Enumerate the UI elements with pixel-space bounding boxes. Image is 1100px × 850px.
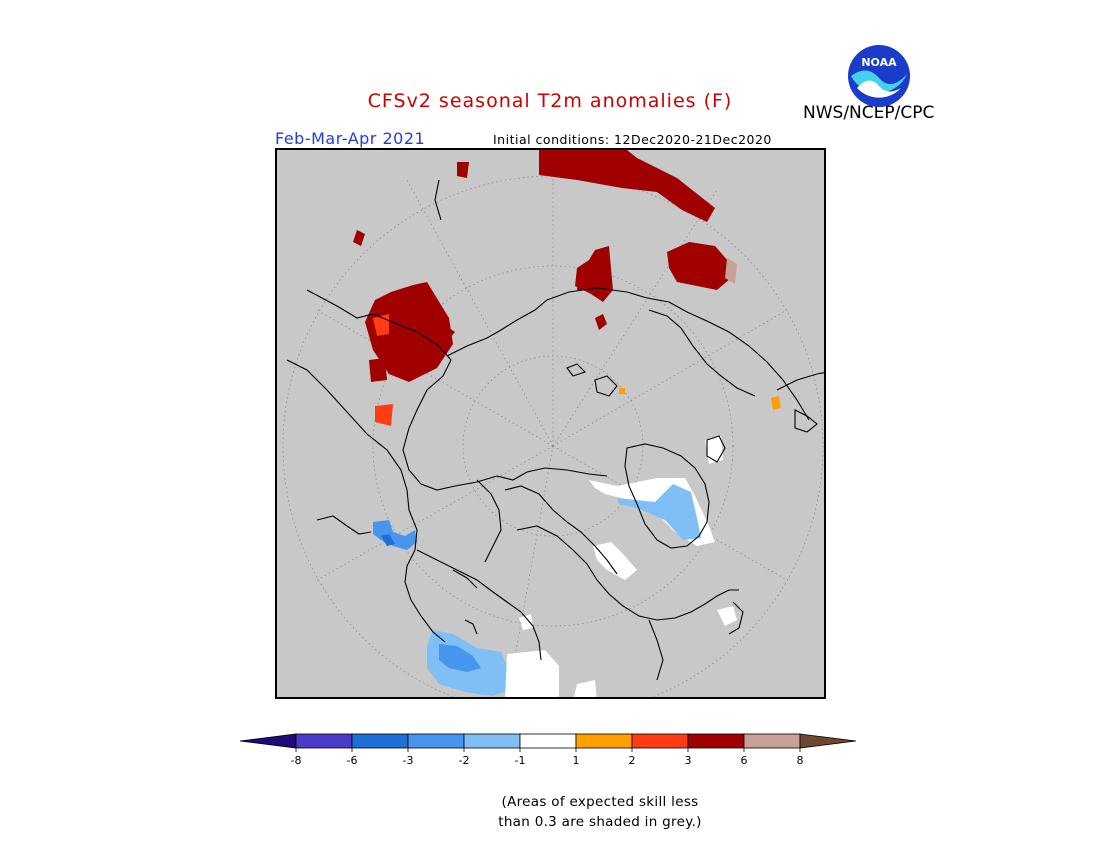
colorbar-segment	[295, 733, 353, 749]
colorbar-segment	[519, 733, 577, 749]
agency-label: NWS/NCEP/CPC	[803, 103, 935, 123]
colorbar-segment	[407, 733, 465, 749]
noaa-logo-icon: NOAA	[848, 45, 910, 107]
colorbar-segment	[575, 733, 633, 749]
latitude-circle-mid	[372, 265, 734, 627]
colorbar-tick-label: 8	[797, 754, 804, 767]
colorbar-tick-label: 3	[685, 754, 692, 767]
colorbar-tick-label: -2	[459, 754, 470, 767]
cool-anomaly-regions	[373, 436, 737, 697]
colorbar-tick-label: -6	[347, 754, 358, 767]
skill-note: (Areas of expected skill less than 0.3 a…	[430, 792, 770, 832]
initial-conditions: Initial conditions: 12Dec2020-21Dec2020	[493, 132, 772, 147]
colorbar-segment	[463, 733, 521, 749]
colorbar-segment	[687, 733, 745, 749]
colorbar-tick-label: 1	[573, 754, 580, 767]
map-title: CFSv2 seasonal T2m anomalies (F)	[367, 90, 733, 112]
svg-text:NOAA: NOAA	[861, 56, 897, 69]
polar-anomaly-map	[275, 148, 826, 699]
colorbar-arrow-right	[799, 733, 857, 749]
colorbar-legend: -8 -6 -3 -2 -1 1 2 3 6 8	[239, 733, 857, 767]
colorbar-tick-label: 2	[629, 754, 636, 767]
forecast-period: Feb-Mar-Apr 2021	[275, 129, 426, 148]
colorbar-segment	[743, 733, 801, 749]
colorbar-segment	[631, 733, 689, 749]
colorbar-tick-label: -1	[515, 754, 526, 767]
coastlines	[286, 179, 824, 681]
colorbar-tick-label: 6	[741, 754, 748, 767]
colorbar-tick-label: -8	[291, 754, 302, 767]
warm-anomaly-regions	[353, 150, 781, 426]
latitude-circle-outer	[282, 175, 824, 697]
colorbar-arrow-left	[239, 733, 297, 749]
colorbar-tick-label: -3	[403, 754, 414, 767]
skill-note-line2: than 0.3 are shaded in grey.)	[498, 814, 702, 830]
skill-note-line1: (Areas of expected skill less	[501, 794, 699, 810]
colorbar-segment	[351, 733, 409, 749]
